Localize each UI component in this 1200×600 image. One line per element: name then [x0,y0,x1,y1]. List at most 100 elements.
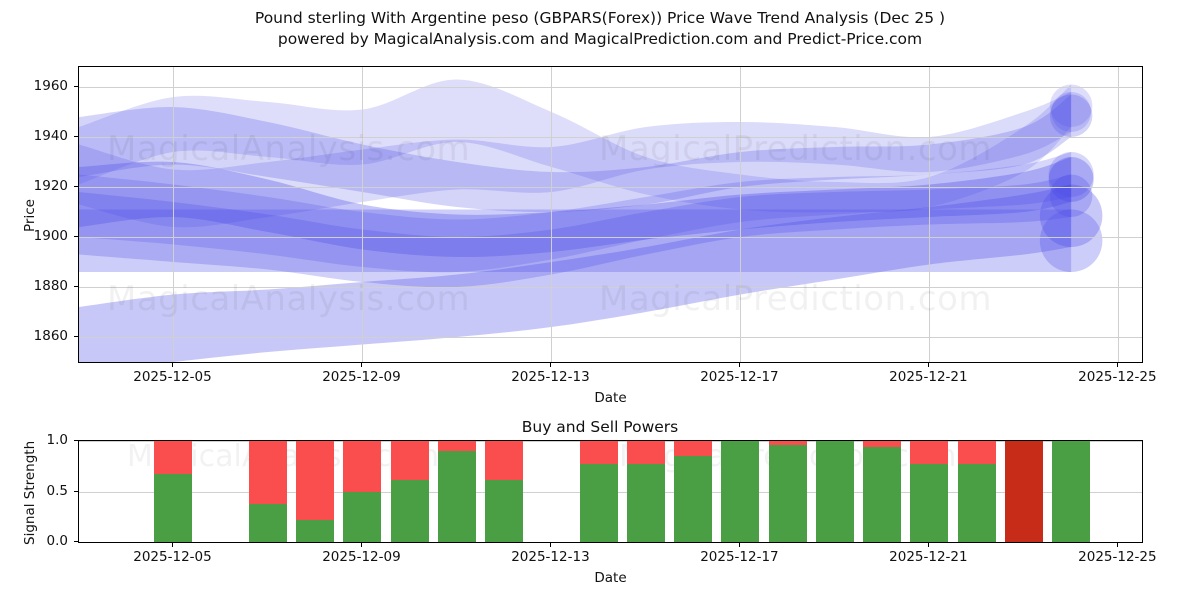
bar-column[interactable] [579,441,618,542]
wave-x-tick-label: 2025-12-09 [322,369,401,385]
wave-x-tick [550,363,552,367]
wave-y-tick-label: 1960 [33,78,68,94]
bar-column[interactable] [296,441,335,542]
wave-y-tick [74,336,78,337]
bars-y-tick [74,541,78,542]
wave-y-tick-label: 1860 [33,328,68,344]
wave-band [79,94,1072,213]
bar-segment-sell [674,441,713,457]
bars-x-tick [550,543,552,547]
wave-y-tick-label: 1940 [33,128,68,144]
bar-column[interactable] [721,441,760,542]
bar-column[interactable] [674,441,713,542]
wave-y-tick-label: 1920 [33,178,68,194]
bar-segment-sell [343,441,382,492]
bar-segment-sell [579,441,618,465]
wave-x-tick-label: 2025-12-05 [133,369,212,385]
wave-band [79,184,1072,362]
wave-y-tick [74,286,78,287]
bar-column[interactable] [815,441,854,542]
wave-band-cap [1048,157,1094,202]
bars-x-tick [1117,543,1119,547]
wave-band-cap [1049,84,1093,127]
bar-segment-buy [485,480,524,542]
wave-band [79,92,1072,228]
bar-segment-sell [296,441,335,520]
bar-segment-buy [579,464,618,542]
bar-segment-buy [390,480,429,542]
bar-column[interactable] [343,441,382,542]
wave-gridline-v [929,67,931,362]
bar-column[interactable] [154,441,193,542]
wave-gridline-v [1118,67,1120,362]
bars-y-axis-label: Signal Strength [22,440,38,545]
wave-y-tick [74,236,78,237]
bars-y-tick [74,490,78,492]
bar-segment-sell [863,441,902,448]
bars-x-tick-label: 2025-12-13 [511,549,590,565]
bar-column[interactable] [437,441,476,542]
wave-gridline-h [79,287,1142,288]
wave-gridline-v [362,67,364,362]
bar-segment-sell [390,441,429,481]
bar-segment-buy [768,445,807,542]
wave-x-tick-label: 2025-12-13 [511,369,590,385]
wave-band-cap [1039,184,1103,247]
price-wave-plot-area: MagicalAnalysis.com MagicalPrediction.co… [78,66,1143,363]
wave-gridline-v [173,67,175,362]
wave-x-tick-label: 2025-12-21 [889,369,968,385]
bar-segment-sell [768,441,807,446]
bar-column[interactable] [768,441,807,542]
wave-y-tick-label: 1880 [33,278,68,294]
bar-column[interactable] [1004,441,1043,542]
bars-x-axis-label: Date [594,570,627,586]
wave-band-cap [1049,94,1093,137]
bar-segment-buy [863,447,902,542]
wave-band [79,79,1072,213]
bar-chart-title: Buy and Sell Powers [521,418,679,436]
page-title: Pound sterling With Argentine peso (GBPA… [0,8,1200,50]
bar-column[interactable] [485,441,524,542]
wave-y-axis-label: Price [22,199,38,232]
bar-column[interactable] [1052,441,1091,542]
bar-segment-sell [957,441,996,465]
wave-band-cap [1051,92,1092,132]
buy-sell-plot-area: MagicalAnalysis.com MagicalPrediction.co… [78,440,1143,543]
wave-y-tick [74,86,78,87]
bar-segment-buy [296,519,335,542]
bars-x-tick-label: 2025-12-17 [700,549,779,565]
wave-gridline-h [79,87,1142,88]
title-line-1: Pound sterling With Argentine peso (GBPA… [254,9,946,27]
bar-segment-buy [626,464,665,542]
bar-segment-sell [248,441,287,504]
bars-x-tick [739,543,741,547]
bar-column[interactable] [390,441,429,542]
bar-column[interactable] [626,441,665,542]
wave-band-cap [1039,209,1103,272]
wave-gridline-h [79,237,1142,238]
bar-segment-buy [721,441,760,542]
bars-x-tick-label: 2025-12-09 [322,549,401,565]
bar-segment-buy [154,474,193,542]
wave-y-tick [74,136,78,137]
bar-column[interactable] [863,441,902,542]
bar-column[interactable] [910,441,949,542]
bars-x-tick-label: 2025-12-05 [133,549,212,565]
bar-segment-buy [343,491,382,542]
bar-column[interactable] [957,441,996,542]
wave-x-tick [928,363,930,367]
wave-y-tick [74,186,78,187]
bars-x-tick [361,543,363,547]
bar-segment-buy [1052,441,1091,542]
wave-x-tick-label: 2025-12-25 [1078,369,1157,385]
wave-band [79,152,1072,273]
bar-segment-buy [815,441,854,542]
bar-column[interactable] [248,441,287,542]
bar-series [79,441,1142,542]
bar-segment-buy [248,503,287,542]
wave-y-tick-label: 1900 [33,228,68,244]
bars-x-tick-label: 2025-12-21 [889,549,968,565]
bar-segment-buy [674,456,713,542]
wave-x-tick-label: 2025-12-17 [700,369,779,385]
